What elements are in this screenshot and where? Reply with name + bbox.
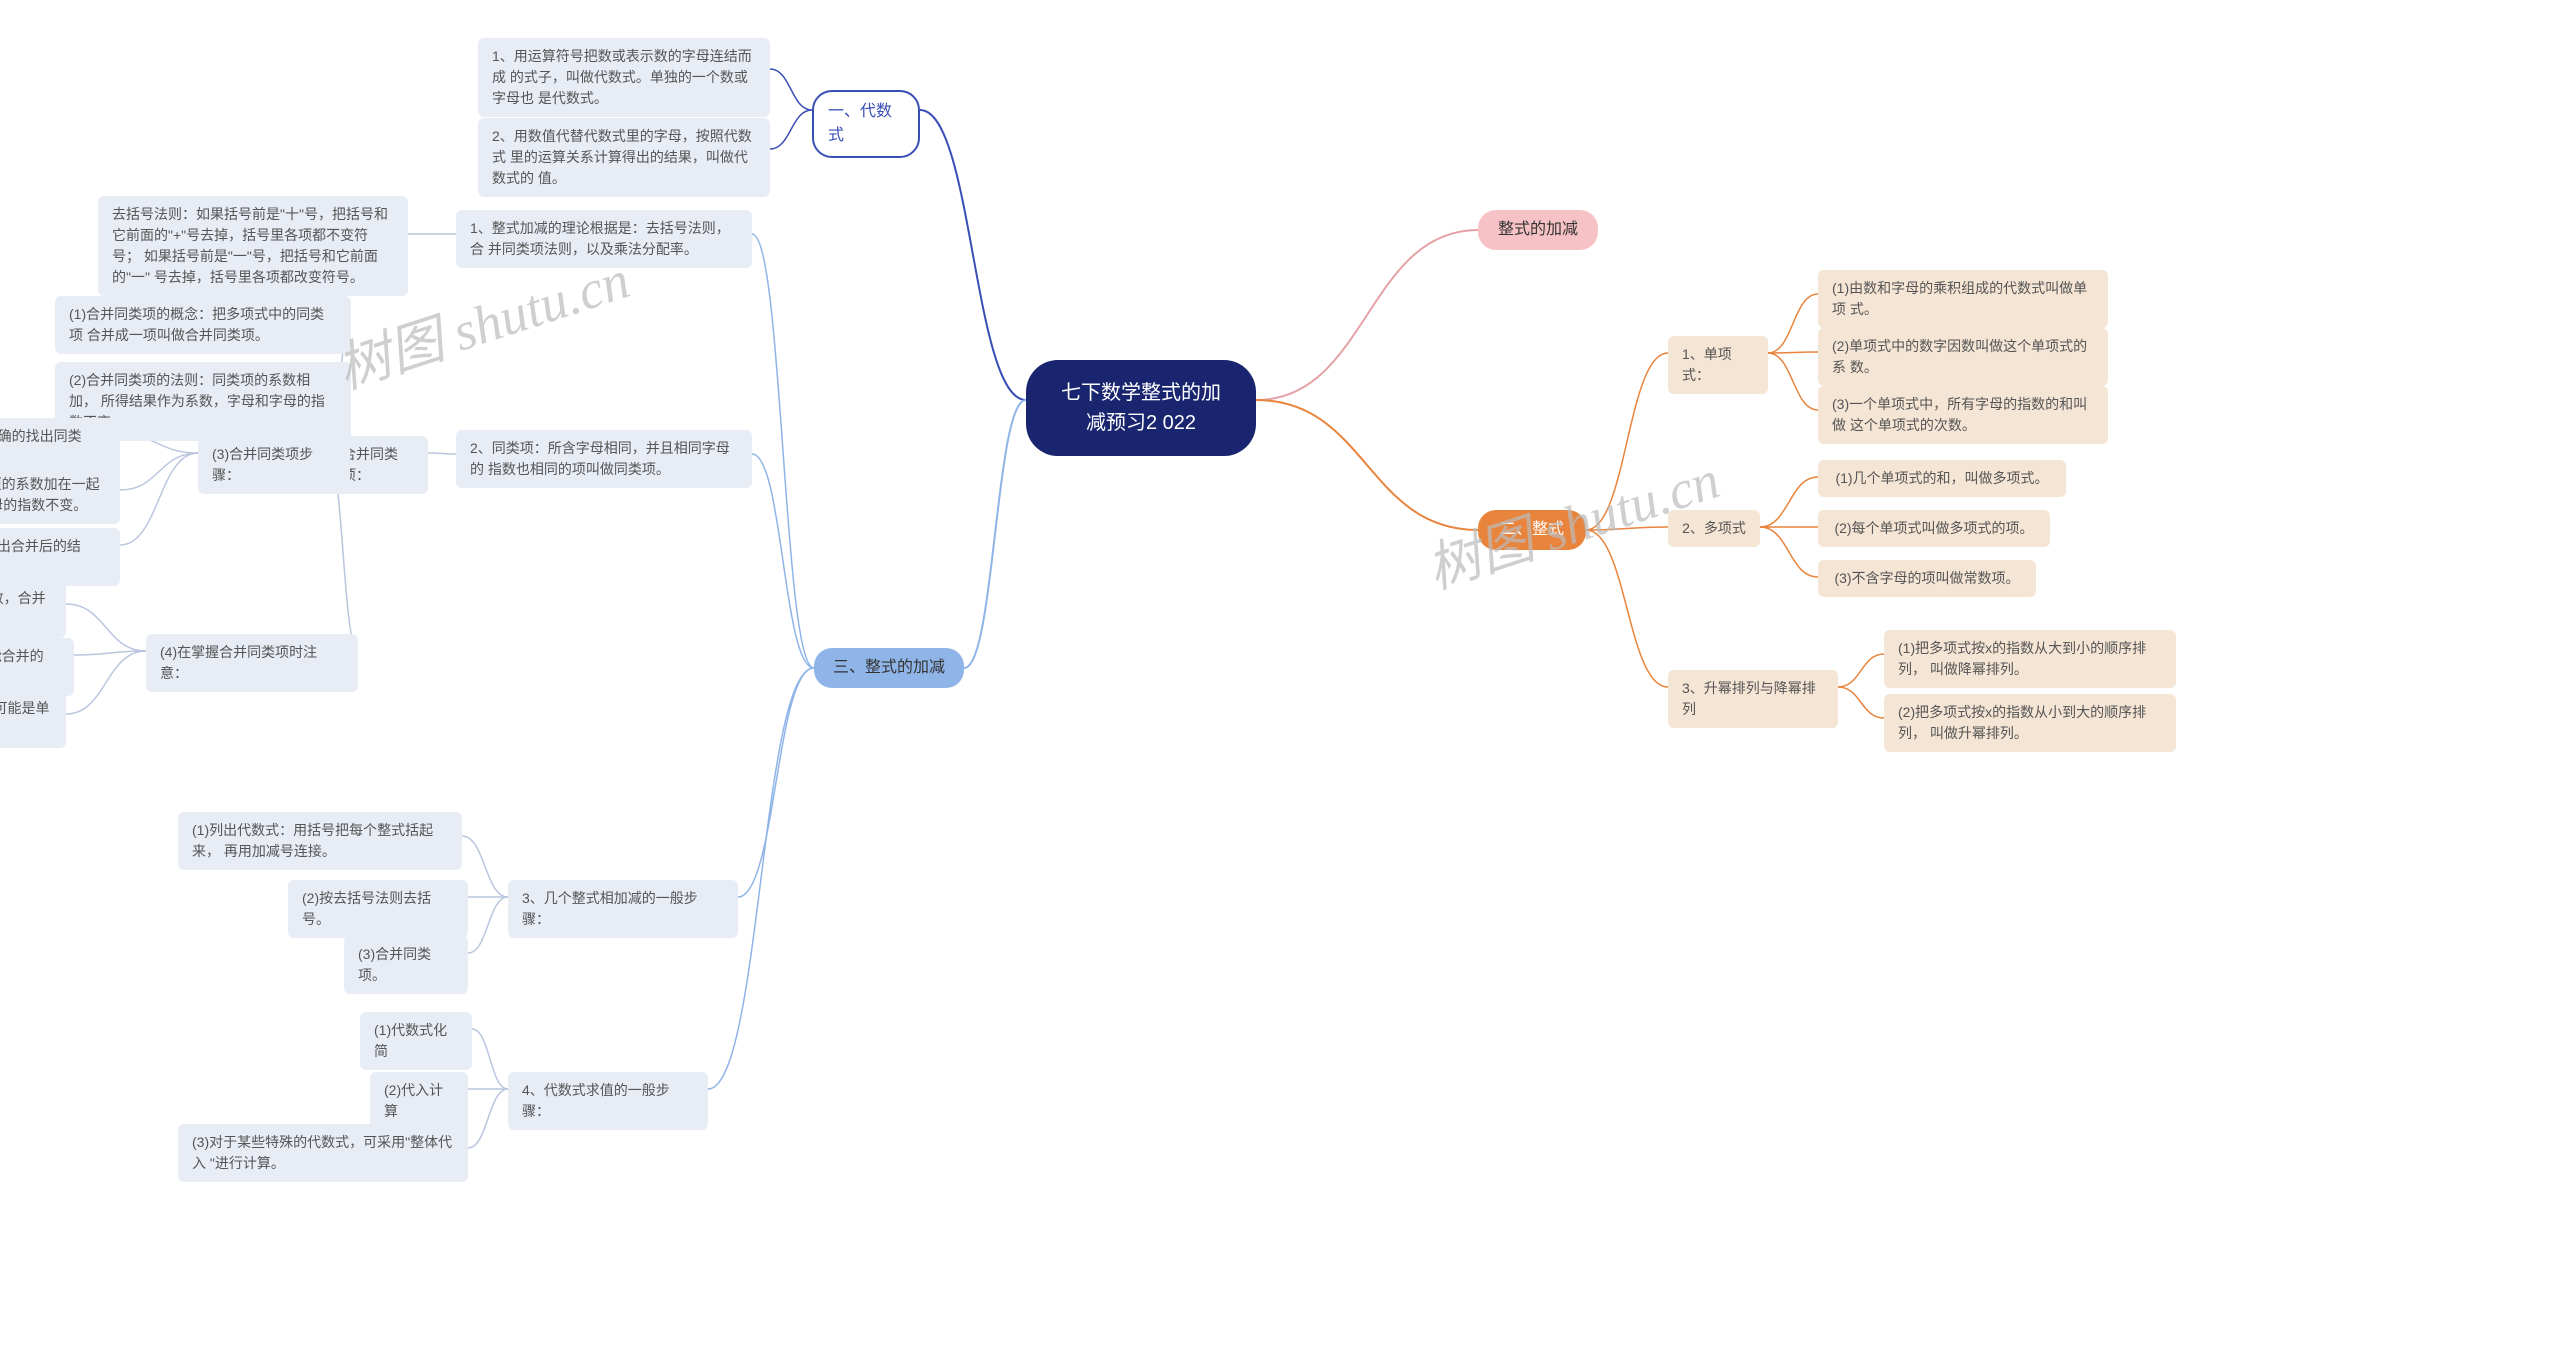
branch-a-item-1: 2、用数值代替代数式里的字母，按照代数式 里的运算关系计算得出的结果，叫做代数式… <box>478 118 770 197</box>
branch-d-sub2-g4-item-0: a.如果两个同类项的系数互为相反数，合并同 类项后，结果为0. <box>0 580 66 638</box>
branch-d-node: 三、整式的加减 <box>814 648 964 688</box>
branch-c-node: 二、整式 <box>1478 510 1586 550</box>
branch-d-sub4-item-1: (2)代入计算 <box>370 1072 468 1130</box>
branch-d-sub3-item-0: (1)列出代数式：用括号把每个整式括起来， 再用加减号连接。 <box>178 812 462 870</box>
branch-d-sub2-g4: (4)在掌握合并同类项时注意： <box>146 634 358 692</box>
branch-d-sub3-item-1: (2)按去括号法则去括号。 <box>288 880 468 938</box>
branch-a-node: 一、代数式 <box>812 90 920 158</box>
branch-a-item-0: 1、用运算符号把数或表示数的字母连结而成 的式子，叫做代数式。单独的一个数或字母… <box>478 38 770 117</box>
branch-d-sub2-g3: (3)合并同类项步骤： <box>198 436 350 494</box>
branch-d-sub2: 2、同类项：所含字母相同，并且相同字母的 指数也相同的项叫做同类项。 <box>456 430 752 488</box>
branch-c-sub2-item-1: (2)每个单项式叫做多项式的项。 <box>1818 510 2050 547</box>
branch-c-sub2-item-2: (3)不含字母的项叫做常数项。 <box>1818 560 2036 597</box>
branch-d-sub4-item-2: (3)对于某些特殊的代数式，可采用"整体代入 "进行计算。 <box>178 1124 468 1182</box>
branch-c-sub1-item-2: (3)一个单项式中，所有字母的指数的和叫做 这个单项式的次数。 <box>1818 386 2108 444</box>
branch-d-sub2-g4-item-1: b.不要漏掉不能合并的项。 <box>0 638 74 696</box>
branch-d-sub2-g3-item-2: c.写出合并后的结果。 <box>0 528 120 586</box>
branch-c-sub2-item-0: (1)几个单项式的和，叫做多项式。 <box>1818 460 2066 497</box>
branch-c-sub1-item-1: (2)单项式中的数字因数叫做这个单项式的系 数。 <box>1818 328 2108 386</box>
branch-d-sub4: 4、代数式求值的一般步骤： <box>508 1072 708 1130</box>
branch-b-node: 整式的加减 <box>1478 210 1598 250</box>
branch-d-sub2-g3-item-1: b.逆用分配律，把同类项的系数加在一起(用 小括号)，字母和字母的指数不变。 <box>0 466 120 524</box>
branch-d-sub1-child: 去括号法则：如果括号前是"十"号，把括号和 它前面的"+"号去掉，括号里各项都不… <box>98 196 408 296</box>
branch-c-sub1: 1、单项式： <box>1668 336 1768 394</box>
branch-c-sub3-item-1: (2)把多项式按x的指数从小到大的顺序排列， 叫做升幂排列。 <box>1884 694 2176 752</box>
branch-c-sub2: 2、多项式 <box>1668 510 1760 547</box>
branch-d-sub3: 3、几个整式相加减的一般步骤： <box>508 880 738 938</box>
branch-c-sub1-item-0: (1)由数和字母的乘积组成的代数式叫做单项 式。 <box>1818 270 2108 328</box>
root-node: 七下数学整式的加减预习2 022 <box>1026 360 1256 456</box>
branch-c-sub3-item-0: (1)把多项式按x的指数从大到小的顺序排列， 叫做降幂排列。 <box>1884 630 2176 688</box>
branch-d-sub1: 1、整式加减的理论根据是：去括号法则，合 并同类项法则，以及乘法分配率。 <box>456 210 752 268</box>
branch-d-sub4-item-0: (1)代数式化简 <box>360 1012 472 1070</box>
branch-d-sub2-g1: (1)合并同类项的概念：把多项式中的同类项 合并成一项叫做合并同类项。 <box>55 296 351 354</box>
branch-c-sub3: 3、升幂排列与降幂排列 <box>1668 670 1838 728</box>
branch-d-sub3-item-2: (3)合并同类项。 <box>344 936 468 994</box>
branch-d-sub2-g4-item-2: c.只要不再有同类项，就是结果(可能是单项 式，也可能是多项式)。 <box>0 690 66 748</box>
